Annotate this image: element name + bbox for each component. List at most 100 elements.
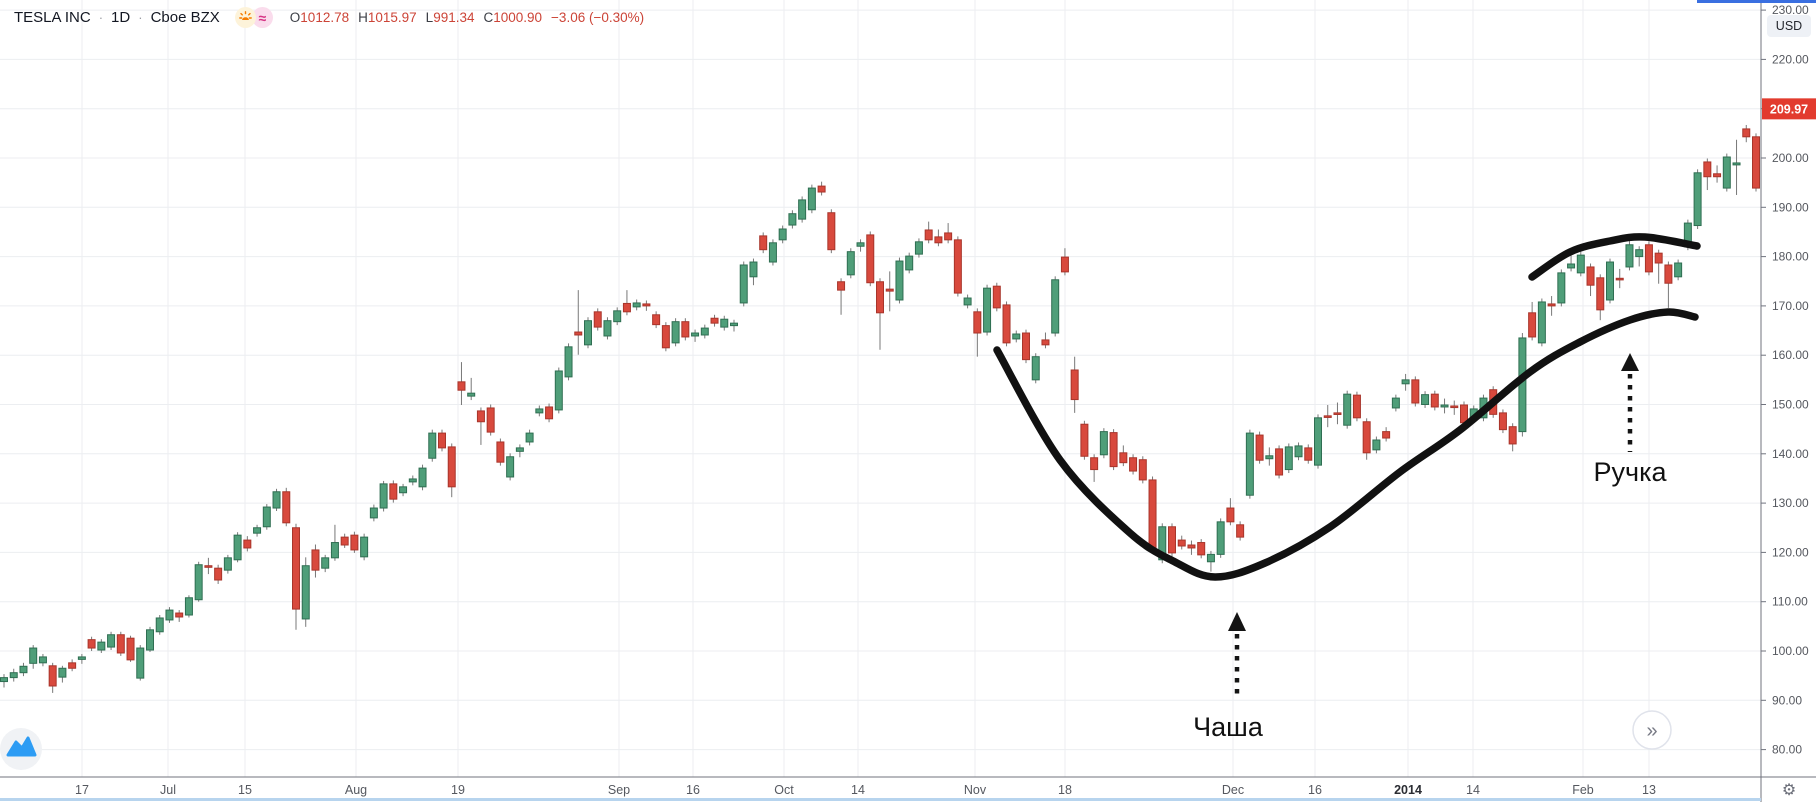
- candle: [973, 311, 982, 334]
- handle-top-curve[interactable]: [1528, 233, 1701, 281]
- candle: [1528, 312, 1537, 338]
- candle: [593, 311, 602, 328]
- candle: [603, 320, 612, 337]
- candle: [1421, 394, 1430, 406]
- candle: [1314, 417, 1322, 466]
- candle: [408, 478, 417, 483]
- candle: [1060, 256, 1069, 273]
- separator-dot: ·: [98, 10, 104, 25]
- price-tick-label: 140.00: [1772, 447, 1809, 461]
- tradingview-logo[interactable]: [0, 728, 42, 770]
- price-axis[interactable]: 80.00 90.00 100.00 110.00 120.00 130.00 140.00…: [1761, 3, 1816, 757]
- candle: [885, 288, 894, 292]
- candle: [1352, 394, 1361, 419]
- candle: [457, 381, 466, 391]
- candle: [515, 447, 524, 452]
- candle: [399, 486, 408, 494]
- candle: [1090, 457, 1099, 471]
- change-value: −3.06 (−0.30%): [551, 10, 645, 25]
- time-axis[interactable]: 17 Jul 15 Aug 19 Sep 16 Oct 14 Nov 18 Dec 16 2014 14 Fe…: [75, 783, 1656, 797]
- candle: [798, 199, 807, 220]
- gear-icon[interactable]: ⚙: [1782, 782, 1796, 799]
- candle: [253, 527, 262, 534]
- candle: [1304, 447, 1313, 461]
- price-tick-label: 220.00: [1772, 52, 1809, 66]
- price-tick-label: 190.00: [1772, 200, 1809, 214]
- candle: [165, 609, 174, 621]
- candle: [292, 527, 300, 610]
- plot-area[interactable]: Чаша Ручка »: [0, 0, 1761, 777]
- candle: [1693, 172, 1702, 227]
- candle: [1440, 404, 1449, 408]
- candle: [1255, 434, 1264, 461]
- ohlc-item: C1000.90: [483, 10, 543, 25]
- price-tick-label: 180.00: [1772, 250, 1809, 264]
- candle: [749, 261, 758, 278]
- candle: [1158, 526, 1167, 561]
- candle: [1615, 277, 1624, 281]
- candle: [116, 634, 125, 654]
- candle: [837, 281, 846, 291]
- candle: [671, 321, 680, 344]
- candle: [369, 507, 378, 519]
- market-status-sun-icon[interactable]: [234, 7, 256, 28]
- candle: [1051, 279, 1060, 334]
- candle: [340, 536, 349, 546]
- candle: [759, 235, 768, 251]
- candle: [1537, 301, 1546, 344]
- goto-realtime-button[interactable]: »: [1632, 710, 1672, 750]
- interval-label[interactable]: 1D: [111, 9, 131, 26]
- candle: [934, 236, 943, 244]
- currency-badge[interactable]: USD: [1767, 15, 1811, 37]
- separator-dot: ·: [138, 10, 143, 25]
- candle: [983, 287, 992, 333]
- time-tick-label: Nov: [964, 783, 987, 797]
- price-tick-label: 150.00: [1772, 398, 1809, 412]
- ohlc-item: O1012.78: [289, 10, 350, 25]
- candle: [97, 641, 106, 651]
- candle: [1372, 439, 1381, 451]
- candle: [19, 665, 28, 674]
- symbol-legend[interactable]: TESLA INC · 1D · Cboe BZX ≈ O1012.78 H101…: [14, 7, 644, 28]
- candle: [554, 370, 563, 411]
- candle: [428, 432, 437, 459]
- candle: [1518, 337, 1527, 433]
- candle: [1382, 431, 1391, 439]
- candle: [360, 536, 369, 558]
- candle: [866, 234, 875, 284]
- candle: [1284, 446, 1293, 471]
- cup-and-handle-drawing[interactable]: [993, 233, 1701, 581]
- candle: [282, 491, 291, 524]
- status-badges: ≈: [234, 7, 273, 28]
- candle: [691, 332, 700, 337]
- price-tick-label: 160.00: [1772, 348, 1809, 362]
- candle: [1606, 261, 1614, 301]
- candle: [1099, 431, 1108, 456]
- candle: [1343, 393, 1352, 426]
- symbol-title[interactable]: TESLA INC: [14, 9, 91, 26]
- candle: [1713, 173, 1722, 178]
- candle: [876, 281, 884, 314]
- candle: [1664, 264, 1673, 284]
- candle: [1031, 356, 1040, 381]
- candle: [1012, 333, 1021, 340]
- ohlc-item: L991.34: [425, 10, 475, 25]
- ideas-wave-icon[interactable]: ≈: [251, 7, 273, 28]
- candle: [1206, 553, 1215, 563]
- time-tick-label: 14: [851, 783, 865, 797]
- candle: [1168, 526, 1176, 554]
- candle: [214, 567, 223, 581]
- candle: [613, 310, 622, 323]
- candle: [1080, 423, 1089, 457]
- candle: [1216, 521, 1225, 555]
- gridlines: [0, 0, 1761, 777]
- logo-mountains-icon: [6, 736, 37, 757]
- candle: [233, 534, 242, 561]
- exchange-label[interactable]: Cboe BZX: [150, 9, 220, 26]
- cup-curve[interactable]: [993, 308, 1699, 581]
- candle: [905, 255, 914, 271]
- candle: [914, 241, 923, 255]
- time-tick-label: Aug: [345, 783, 367, 797]
